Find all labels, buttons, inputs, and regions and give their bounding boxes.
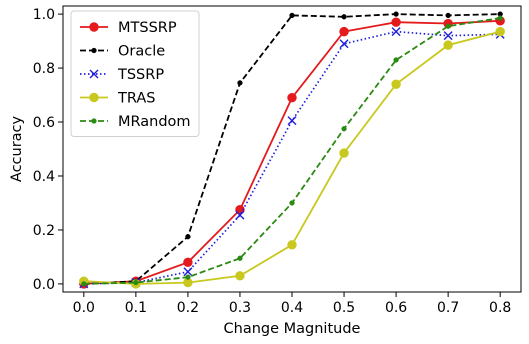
- data-point-mrandom: [237, 255, 243, 261]
- legend-entry-oracle: Oracle: [80, 44, 165, 60]
- data-point-oracle: [237, 80, 243, 86]
- tick-layer: 0.0 0.1 0.2 0.3 0.4 0.5 0.6 0.7 0.8 0.0 0.2 0.4 0.6 0…: [33, 7, 512, 316]
- y-tick-label: 0.6: [33, 115, 55, 131]
- legend-label-tssrp: TSSRP: [117, 67, 164, 83]
- data-point-mrandom: [445, 23, 451, 29]
- legend-marker-tssrp: [89, 69, 99, 79]
- y-tick-label: 0.0: [33, 277, 55, 293]
- data-point-mtssrp: [183, 257, 193, 268]
- data-point-tras: [339, 148, 349, 158]
- data-point-mtssrp: [287, 93, 297, 103]
- data-point-tras: [235, 271, 245, 281]
- data-point-mtssrp: [339, 26, 349, 37]
- legend-label-oracle: Oracle: [118, 44, 165, 60]
- data-point-tssrp: [443, 31, 453, 41]
- legend-entry-tras: TRAS: [80, 91, 155, 107]
- x-tick-label: 0.6: [385, 300, 407, 316]
- y-axis-label: Accuracy: [9, 115, 25, 182]
- data-point-oracle: [393, 11, 399, 17]
- x-axis-label: Change Magnitude: [224, 321, 361, 337]
- data-point-mrandom: [81, 281, 87, 287]
- legend-entry-mtssrp: MTSSRP: [80, 20, 177, 36]
- data-point-mtssrp: [391, 17, 401, 27]
- x-tick-label: 0.0: [73, 300, 95, 316]
- series-line-oracle: [83, 13, 501, 285]
- series-mrandom: [81, 15, 503, 287]
- data-point-oracle: [289, 12, 295, 19]
- legend-marker-mrandom: [91, 118, 97, 124]
- series-tras: [79, 26, 505, 289]
- legend-entry-tssrp: TSSRP: [80, 67, 164, 83]
- legend-label-mtssrp: MTSSRP: [118, 20, 177, 36]
- x-tick-label: 0.2: [177, 300, 199, 316]
- data-point-tras: [443, 40, 453, 50]
- data-point-tssrp: [391, 27, 401, 37]
- data-point-oracle: [445, 12, 451, 19]
- data-point-mrandom: [497, 15, 503, 21]
- legend-box: [70, 10, 200, 137]
- legend-entry-mrandom: MRandom: [80, 114, 191, 130]
- x-tick-label: 0.7: [437, 300, 459, 316]
- data-point-tssrp: [235, 210, 245, 220]
- legend-marker-tras: [89, 92, 99, 103]
- legend-label-mrandom: MRandom: [118, 114, 191, 130]
- y-tick-label: 0.2: [33, 223, 55, 239]
- x-tick-label: 0.4: [281, 300, 303, 316]
- data-point-mrandom: [289, 200, 295, 206]
- legend-marker-mtssrp: [89, 22, 99, 32]
- y-tick-label: 1.0: [33, 7, 55, 23]
- data-point-oracle: [341, 14, 347, 20]
- legend-marker-oracle: [91, 47, 97, 54]
- x-tick-label: 0.5: [333, 300, 355, 316]
- series-layer: [79, 11, 505, 289]
- data-point-tssrp: [339, 39, 349, 49]
- y-tick-label: 0.8: [33, 61, 55, 77]
- data-point-tssrp: [183, 267, 193, 277]
- data-point-tras: [391, 79, 401, 89]
- legend: MTSSRP Oracle TSSRP TRAS MRandom: [70, 10, 200, 137]
- legend-label-tras: TRAS: [117, 91, 155, 107]
- data-point-tras: [287, 240, 297, 250]
- data-point-oracle: [185, 234, 191, 240]
- x-tick-label: 0.8: [489, 300, 511, 316]
- data-point-mrandom: [185, 274, 191, 280]
- y-tick-label: 0.4: [33, 169, 55, 185]
- data-point-tssrp: [287, 116, 297, 126]
- x-tick-label: 0.3: [229, 300, 251, 316]
- x-tick-label: 0.1: [125, 300, 147, 316]
- data-point-mrandom: [341, 126, 347, 132]
- data-point-mtssrp: [235, 205, 245, 215]
- data-point-mrandom: [133, 279, 139, 286]
- data-point-tras: [495, 26, 505, 37]
- data-point-mrandom: [393, 57, 399, 63]
